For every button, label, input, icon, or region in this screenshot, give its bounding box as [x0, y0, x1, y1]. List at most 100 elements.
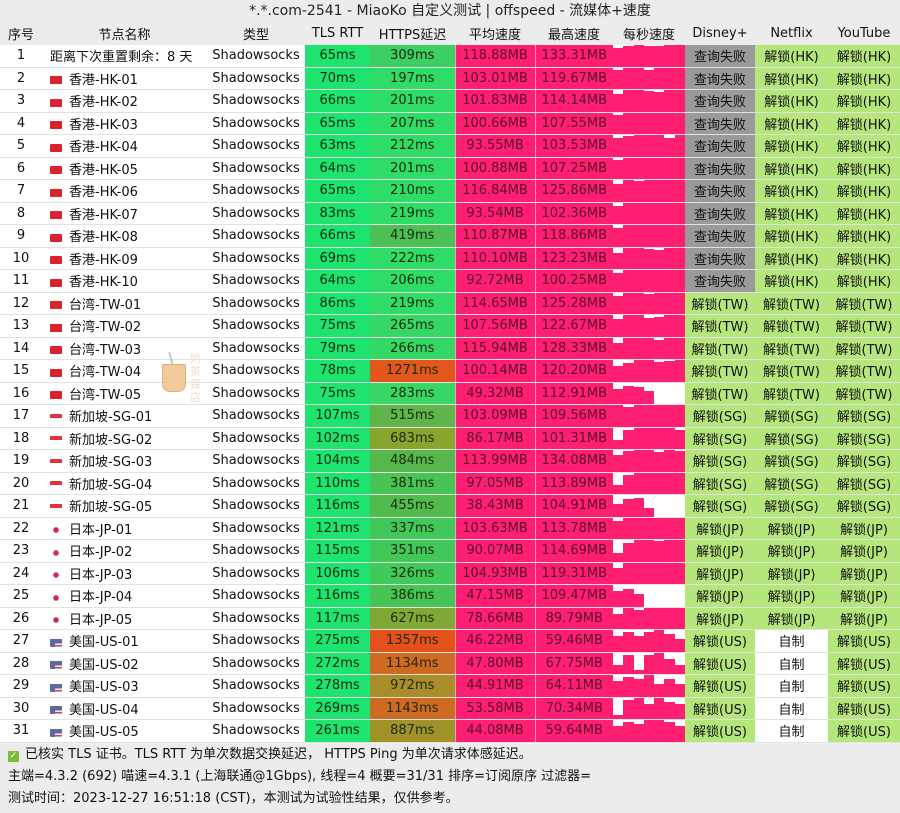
sparkline-bars	[613, 450, 685, 472]
sparkline-bar	[643, 703, 655, 719]
table-row[interactable]: 18 新加坡-SG-02 Shadowsocks 102ms 683ms 86.17MB 1…	[0, 427, 900, 450]
table-row[interactable]: 31 美国-US-05 Shadowsocks 261ms 887ms 44.08MB 59…	[0, 719, 900, 743]
node-name-cell: 香港-HK-10	[42, 269, 207, 293]
node-name-cell: 新加坡-SG-02	[42, 427, 207, 450]
sparkline-bar	[664, 157, 675, 179]
sparkline-bar	[643, 720, 655, 742]
sparkline-bar	[654, 427, 665, 449]
sparkline-bar	[674, 135, 685, 157]
sparkline-bar	[654, 270, 665, 292]
sparkline-bar	[613, 613, 624, 629]
table-row[interactable]: 28 美国-US-02 Shadowsocks 272ms 1134ms 47.80MB 6…	[0, 652, 900, 675]
col-header-https-latency: HTTPS延迟	[370, 22, 455, 45]
sparkline-bar	[674, 112, 685, 134]
node-name-cell: 台湾-TW-05	[42, 382, 207, 405]
sparkline-bars	[613, 135, 685, 157]
table-row[interactable]: 24 日本-JP-03 Shadowsocks 106ms 326ms 104.93MB 1…	[0, 562, 900, 585]
sparkline-bar	[654, 517, 665, 539]
table-row[interactable]: 12 台湾-TW-01 Shadowsocks 86ms 219ms 114.65MB 12…	[0, 292, 900, 315]
max-speed-value: 134.08MB	[534, 449, 613, 473]
sparkline-bar	[613, 591, 624, 607]
tls-rtt-value: 65ms	[305, 112, 370, 135]
table-row[interactable]: 17 新加坡-SG-01 Shadowsocks 107ms 515ms 103.09MB…	[0, 404, 900, 428]
sparkline-bar	[633, 270, 644, 292]
table-row[interactable]: 4 香港-HK-03 Shadowsocks 65ms 207ms 100.66MB 107…	[0, 112, 900, 135]
footer-info: ✓ 已核实 TLS 证书。TLS RTT 为单次数据交换延迟， HTTPS Pin…	[0, 744, 900, 813]
row-index: 25	[0, 584, 42, 608]
sparkline-bar	[633, 45, 644, 66]
sparkline-bar	[654, 225, 665, 247]
table-row[interactable]: 1 距离下次重置剩余：8 天 Shadowsocks 65ms 309ms 118.88M…	[0, 45, 900, 68]
disney-status: 查询失败	[685, 269, 755, 293]
table-row[interactable]: 15 台湾-TW-04 Shadowsocks 78ms 1271ms 100.14MB 1…	[0, 359, 900, 383]
sparkline-bar	[664, 202, 675, 224]
table-row[interactable]: 23 日本-JP-02 Shadowsocks 115ms 351ms 90.07MB 11…	[0, 539, 900, 563]
sparkline-bar	[654, 112, 665, 134]
sparkline-bar	[633, 697, 644, 719]
sparkline-bar	[643, 180, 655, 202]
node-name: 香港-HK-03	[69, 117, 138, 133]
flag-sg-icon	[50, 413, 62, 422]
table-row[interactable]: 30 美国-US-04 Shadowsocks 269ms 1143ms 53.58MB 7…	[0, 697, 900, 720]
sparkline-bar	[664, 562, 675, 584]
sparkline-bars	[613, 180, 685, 202]
youtube-status: 解锁(JP)	[828, 607, 900, 630]
table-row[interactable]: 13 台湾-TW-02 Shadowsocks 75ms 265ms 107.56MB 12…	[0, 314, 900, 338]
table-row[interactable]: 10 香港-HK-09 Shadowsocks 69ms 222ms 110.10MB 12…	[0, 247, 900, 270]
node-name: 香港-HK-04	[69, 140, 138, 156]
sparkline-bar	[623, 112, 634, 134]
tls-rtt-value: 115ms	[305, 539, 370, 563]
table-row[interactable]: 7 香港-HK-06 Shadowsocks 65ms 210ms 116.84MB 125…	[0, 179, 900, 203]
table-row[interactable]: 22 日本-JP-01 Shadowsocks 121ms 337ms 103.63MB 1…	[0, 517, 900, 540]
table-row[interactable]: 16 台湾-TW-05 Shadowsocks 75ms 283ms 49.32MB 112…	[0, 382, 900, 405]
sparkline-bar	[664, 472, 675, 494]
sparkline-bar	[623, 474, 634, 494]
flag-sg-icon	[50, 436, 62, 445]
table-row[interactable]: 27 美国-US-01 Shadowsocks 275ms 1357ms 46.22MB 5…	[0, 629, 900, 653]
node-name-cell: 美国-US-05	[42, 719, 207, 743]
sparkline-bars	[613, 607, 685, 629]
sparkline-bar	[623, 385, 634, 404]
node-type: Shadowsocks	[207, 292, 305, 315]
table-row[interactable]: 8 香港-HK-07 Shadowsocks 83ms 219ms 93.54MB 102.…	[0, 202, 900, 225]
sparkline-bar	[654, 630, 665, 652]
node-name-cell: 香港-HK-02	[42, 89, 207, 113]
table-row[interactable]: 21 新加坡-SG-05 Shadowsocks 116ms 455ms 38.43MB 1…	[0, 494, 900, 518]
table-row[interactable]: 20 新加坡-SG-04 Shadowsocks 110ms 381ms 97.05MB 1…	[0, 472, 900, 495]
per-second-speed-sparkline	[613, 404, 685, 428]
max-speed-value: 67.75MB	[534, 652, 613, 675]
youtube-status: 解锁(TW)	[828, 314, 900, 338]
node-name: 新加坡-SG-02	[69, 432, 153, 448]
youtube-status: 解锁(HK)	[828, 179, 900, 203]
sparkline-bar	[674, 202, 685, 224]
avg-speed-value: 49.32MB	[454, 382, 535, 405]
table-row[interactable]: 5 香港-HK-04 Shadowsocks 63ms 212ms 93.55MB 103.…	[0, 134, 900, 158]
tls-rtt-value: 116ms	[305, 584, 370, 608]
avg-speed-value: 53.58MB	[454, 697, 535, 720]
sparkline-bar	[633, 90, 644, 112]
node-name: 距离下次重置剩余：8 天	[50, 50, 193, 66]
max-speed-value: 109.56MB	[534, 404, 613, 428]
table-row[interactable]: 19 新加坡-SG-03 Shadowsocks 104ms 484ms 113.99MB…	[0, 449, 900, 473]
flag-sg-icon	[50, 458, 62, 467]
sparkline-bar	[664, 90, 675, 112]
sparkline-bar	[643, 391, 655, 404]
table-row[interactable]: 11 香港-HK-10 Shadowsocks 64ms 206ms 92.72MB 100…	[0, 269, 900, 293]
node-name: 香港-HK-05	[69, 162, 138, 178]
disney-status: 查询失败	[685, 67, 755, 90]
table-row[interactable]: 6 香港-HK-05 Shadowsocks 64ms 201ms 100.88MB 107…	[0, 157, 900, 180]
sparkline-bar	[664, 225, 675, 247]
sparkline-bar	[674, 315, 685, 337]
node-type: Shadowsocks	[207, 89, 305, 113]
row-index: 28	[0, 652, 42, 675]
table-row[interactable]: 14 台湾-TW-03 Shadowsocks 79ms 266ms 115.94MB 12…	[0, 337, 900, 360]
table-row[interactable]: 26 日本-JP-05 Shadowsocks 117ms 627ms 78.66MB 89…	[0, 607, 900, 630]
sparkline-bar	[674, 517, 685, 539]
table-row[interactable]: 25 日本-JP-04 Shadowsocks 116ms 386ms 47.15MB 10…	[0, 584, 900, 608]
table-row[interactable]: 9 香港-HK-08 Shadowsocks 66ms 419ms 110.87MB 118…	[0, 224, 900, 248]
table-row[interactable]: 3 香港-HK-02 Shadowsocks 66ms 201ms 101.83MB 114…	[0, 89, 900, 113]
avg-speed-value: 103.09MB	[454, 404, 535, 428]
sparkline-bars	[613, 90, 685, 112]
table-row[interactable]: 29 美国-US-03 Shadowsocks 278ms 972ms 44.91MB 64…	[0, 674, 900, 698]
table-row[interactable]: 2 香港-HK-01 Shadowsocks 70ms 197ms 103.01MB 119…	[0, 67, 900, 90]
